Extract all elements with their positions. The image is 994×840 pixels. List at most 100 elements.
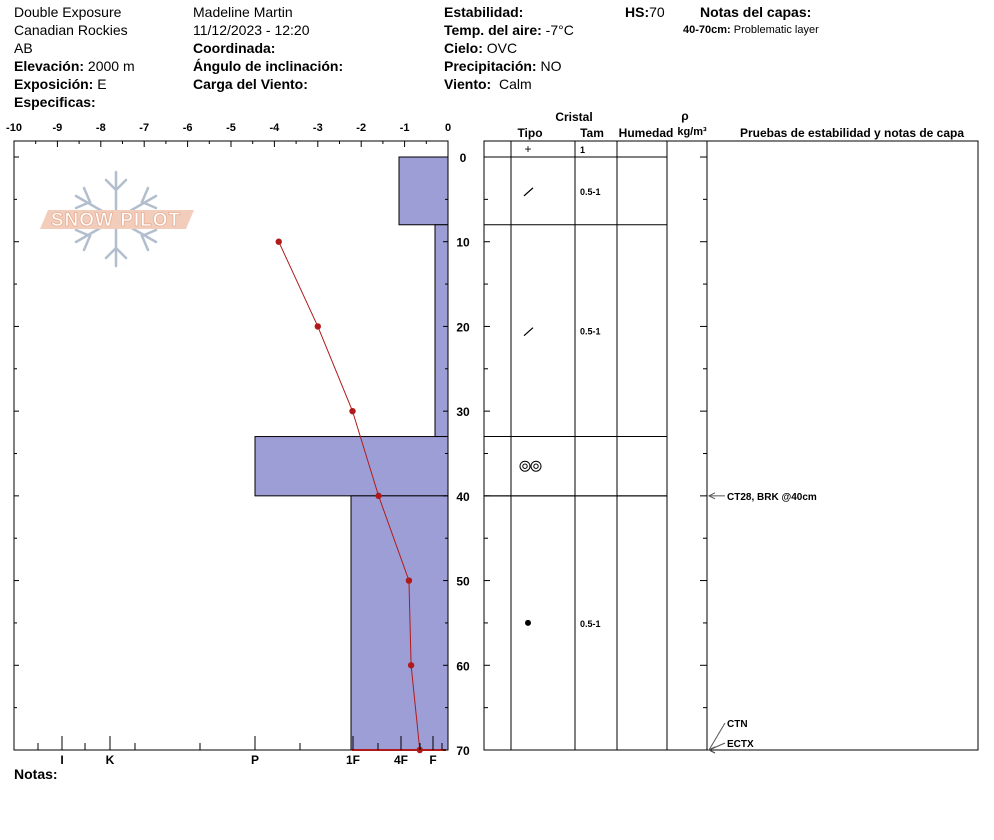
aspect-value: E (97, 76, 107, 92)
air-temp: Temp. del aire: -7°C (444, 22, 574, 39)
depth-tick-label: 30 (456, 405, 470, 419)
temperature-point (275, 238, 282, 245)
hardness-bar-2 (254, 436, 449, 497)
temp-tick-label: -6 (183, 122, 193, 134)
test-arrow-icon (707, 746, 716, 754)
sky-label: Cielo: (444, 40, 483, 56)
air-temp-value: -7°C (545, 22, 574, 38)
datetime: 11/12/2023 - 12:20 (193, 22, 310, 38)
crystal-layers: +1 0.5-1 0.5-1 0.5-1 (484, 142, 667, 629)
temp-tick-label: -5 (226, 122, 236, 134)
hs-value: 70 (649, 4, 665, 20)
coord-label: Coordinada: (193, 40, 276, 56)
density-unit-header: kg/m³ (677, 126, 707, 138)
sky-value: OVC (486, 40, 518, 56)
temp-tick-label: -9 (53, 122, 63, 134)
depth-tick-label: 50 (456, 575, 470, 589)
rho-header: ρ (681, 109, 688, 123)
temp-tick-label: 0 (445, 122, 451, 134)
temp-tick-label: -10 (6, 122, 22, 134)
type-header: Tipo (517, 126, 542, 140)
temperature-point (405, 577, 413, 584)
temp-tick-label: -7 (139, 122, 149, 134)
range-name: Canadian Rockies (14, 22, 128, 38)
hs: HS:70 (625, 4, 665, 21)
depth-tick-label: 60 (456, 659, 470, 673)
hardness-tick-label: I (60, 753, 63, 767)
elevation: Elevación: 2000 m (14, 58, 135, 75)
stability-label: Estabilidad: (444, 4, 524, 20)
crystal-symbol: + (524, 142, 531, 156)
size-header: Tam (580, 126, 604, 140)
specifics-label: Especificas: (14, 94, 96, 110)
layer-note: 40-70cm: Problematic layer (683, 24, 819, 37)
stability-tests: CT28, BRK @40cm CTN ECTX (707, 492, 817, 754)
crystal-size: 0.5-1 (580, 187, 601, 197)
moisture-header: Humedad (619, 126, 674, 140)
elevation-label: Elevación: (14, 58, 85, 74)
site-title: Double Exposure (14, 4, 122, 20)
faceted-crystal-icon (523, 327, 534, 337)
temp-tick-label: -8 (96, 122, 106, 134)
hardness-bar-1 (434, 224, 449, 438)
layer-table-frame (483, 140, 979, 751)
wind-label: Viento: (444, 76, 492, 92)
hardness-bar-3 (350, 495, 449, 751)
crystal-size: 1 (580, 145, 585, 155)
snowpilot-logo: SNOW PILOT (40, 170, 194, 268)
crystal-size: 0.5-1 (580, 327, 601, 337)
precip-value: NO (540, 58, 562, 74)
tests-header: Pruebas de estabilidad y notas de capa (740, 126, 964, 140)
temperature-point (407, 662, 415, 669)
depth-axis: 0 10 20 30 40 50 60 70 (14, 151, 707, 758)
notes-label: Notas: (14, 766, 58, 782)
precip-label: Precipitación: (444, 58, 537, 74)
temperature-profile (275, 238, 446, 754)
test-arrow-icon (707, 492, 716, 500)
layer-notes-label: Notas del capas: (700, 4, 812, 20)
hardness-bar-0 (398, 156, 449, 226)
temperature-axis: -10 -9 -8 -7 -6 -5 -4 -3 -2 -1 0 (6, 122, 451, 147)
air-temp-label: Temp. del aire: (444, 22, 542, 38)
depth-tick-label: 20 (456, 320, 470, 334)
wind-load-label: Carga del Viento: (193, 76, 308, 92)
elevation-value: 2000 m (87, 58, 135, 74)
wind-value: Calm (498, 76, 532, 92)
hardness-tick-label: 1F (346, 753, 360, 767)
province: AB (14, 40, 33, 56)
depth-tick-label: 10 (456, 236, 470, 250)
aspect-label: Exposición: (14, 76, 94, 92)
hs-label: HS: (625, 4, 650, 20)
temperature-point (375, 492, 382, 500)
test-leader-line (708, 722, 726, 751)
precip: Precipitación: NO (444, 58, 561, 75)
hardness-tick-label: 4F (394, 753, 408, 767)
sky: Cielo: OVC (444, 40, 517, 57)
faceted-crystal-icon (523, 187, 534, 197)
temperature-point (314, 323, 321, 330)
crystal-size: 0.5-1 (580, 619, 601, 629)
hardness-axis: I K P 1F 4F F (37, 736, 443, 767)
depth-tick-label: 40 (456, 490, 470, 504)
slope-label: Ángulo de inclinación: (193, 58, 344, 74)
stability-test-label: ECTX (727, 739, 754, 750)
temp-tick-label: -4 (270, 122, 281, 134)
hardness-tick-label: P (251, 753, 259, 767)
hardness-tick-label: F (429, 753, 436, 767)
layer-note-range: 40-70cm: (683, 24, 731, 36)
stability-test-label: CTN (727, 719, 748, 730)
layer-note-text: Problematic layer (733, 24, 819, 36)
melt-form-icon (519, 460, 531, 472)
temp-tick-label: -1 (400, 122, 410, 134)
temperature-point (349, 407, 356, 415)
hardness-layers (254, 156, 449, 751)
crystal-header: Cristal (555, 110, 592, 124)
temp-tick-label: -2 (356, 122, 366, 134)
wind: Viento: Calm (444, 76, 532, 93)
depth-tick-label: 70 (456, 744, 470, 758)
stability-test-label: CT28, BRK @40cm (727, 492, 817, 503)
temp-tick-label: -3 (313, 122, 323, 134)
melt-form-icon (533, 463, 539, 469)
logo-text: SNOW PILOT (51, 210, 181, 231)
aspect: Exposición: E (14, 76, 107, 93)
